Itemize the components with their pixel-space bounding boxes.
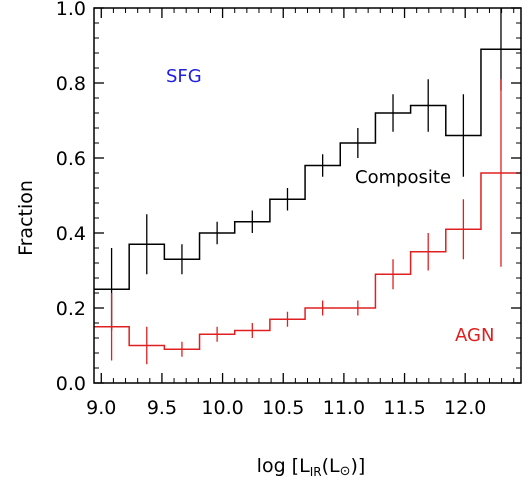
y-tick-label: 0.8 bbox=[56, 73, 86, 95]
y-tick-label: 0.6 bbox=[56, 148, 86, 170]
series-step-line bbox=[94, 172, 521, 350]
x-tick-label: 10.5 bbox=[262, 397, 304, 419]
y-axis-title: Fraction bbox=[15, 180, 37, 256]
y-tick-label: 0.4 bbox=[56, 223, 86, 245]
x-tick-label: 9.0 bbox=[86, 397, 116, 419]
x-tick-label: 12.0 bbox=[444, 397, 486, 419]
series-step-line bbox=[94, 48, 521, 290]
x-tick-label: 11.5 bbox=[383, 397, 425, 419]
x-axis-title: log [LIR(L⊙)] bbox=[257, 455, 366, 479]
x-axis-title-tail: (L bbox=[322, 455, 340, 477]
x-axis-title-sun: ⊙ bbox=[340, 464, 351, 479]
x-axis-title-sub: IR bbox=[310, 465, 322, 479]
series-layer bbox=[94, 8, 521, 365]
x-axis-title-end: )] bbox=[350, 455, 365, 477]
x-tick-label: 11.0 bbox=[323, 397, 365, 419]
y-tick-label: 0.2 bbox=[56, 298, 86, 320]
annotation-agn: AGN bbox=[455, 325, 494, 346]
y-tick-label: 1.0 bbox=[56, 0, 86, 20]
x-axis-title-main: log [L bbox=[257, 455, 310, 477]
x-tick-label: 9.5 bbox=[147, 397, 177, 419]
x-tick-label: 10.0 bbox=[201, 397, 243, 419]
axes-layer: 9.0 9.5 10.0 10.5 11.0 11.5 12.0 0.0 0.2 0.4 0.6 0.… bbox=[56, 0, 522, 419]
y-tick-label: 0.0 bbox=[56, 373, 86, 395]
annotation-sfg: SFG bbox=[166, 66, 202, 87]
annotation-composite: Composite bbox=[355, 167, 451, 188]
